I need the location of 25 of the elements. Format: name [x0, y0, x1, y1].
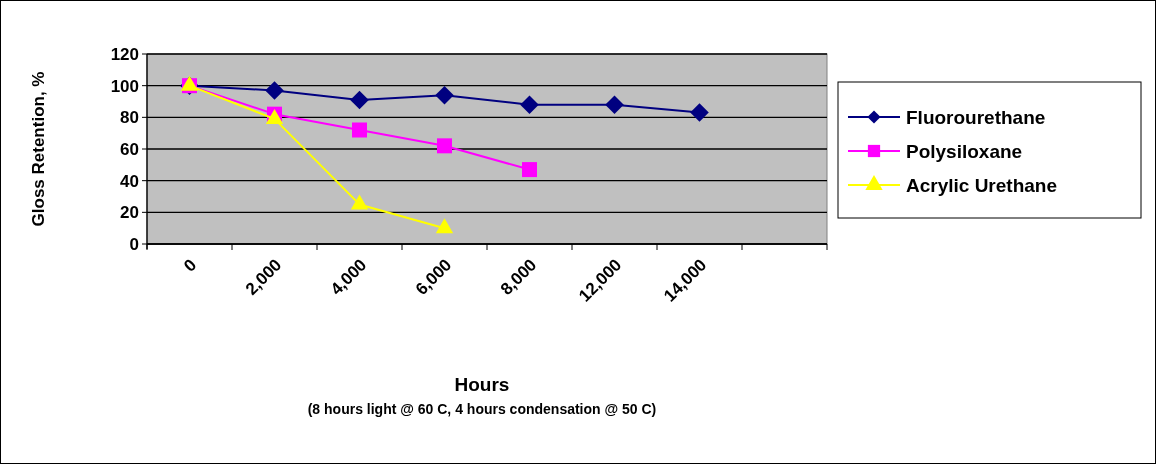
- y-tick-label: 40: [120, 171, 139, 191]
- point: [435, 218, 454, 234]
- point: [265, 81, 284, 100]
- point: [352, 122, 367, 138]
- point: [437, 138, 452, 154]
- x-tick-label: 0: [180, 255, 201, 276]
- point: [522, 162, 537, 178]
- legend-label: Acrylic Urethane: [906, 174, 1058, 196]
- y-tick-label: 80: [120, 108, 139, 128]
- y-tick-label: 0: [129, 234, 139, 254]
- point: [520, 95, 539, 114]
- point: [690, 103, 709, 122]
- point: [435, 85, 454, 105]
- legend-label: Polysiloxane: [906, 140, 1023, 162]
- y-axis-title: Gloss Retention, %: [29, 71, 48, 227]
- text: (8 hours light @ 60 C, 4 hours condensation @ 50 C): [307, 401, 657, 417]
- y-tick-label: 120: [110, 44, 139, 64]
- legend-label: Fluorourethane: [906, 106, 1046, 128]
- x-axis-title: Hours: [454, 374, 510, 395]
- y-tick-label: 20: [120, 203, 139, 223]
- point: [605, 95, 624, 114]
- point: [350, 194, 369, 210]
- point: [350, 90, 369, 110]
- y-tick-label: 60: [120, 139, 139, 159]
- y-tick-label: 100: [110, 76, 139, 96]
